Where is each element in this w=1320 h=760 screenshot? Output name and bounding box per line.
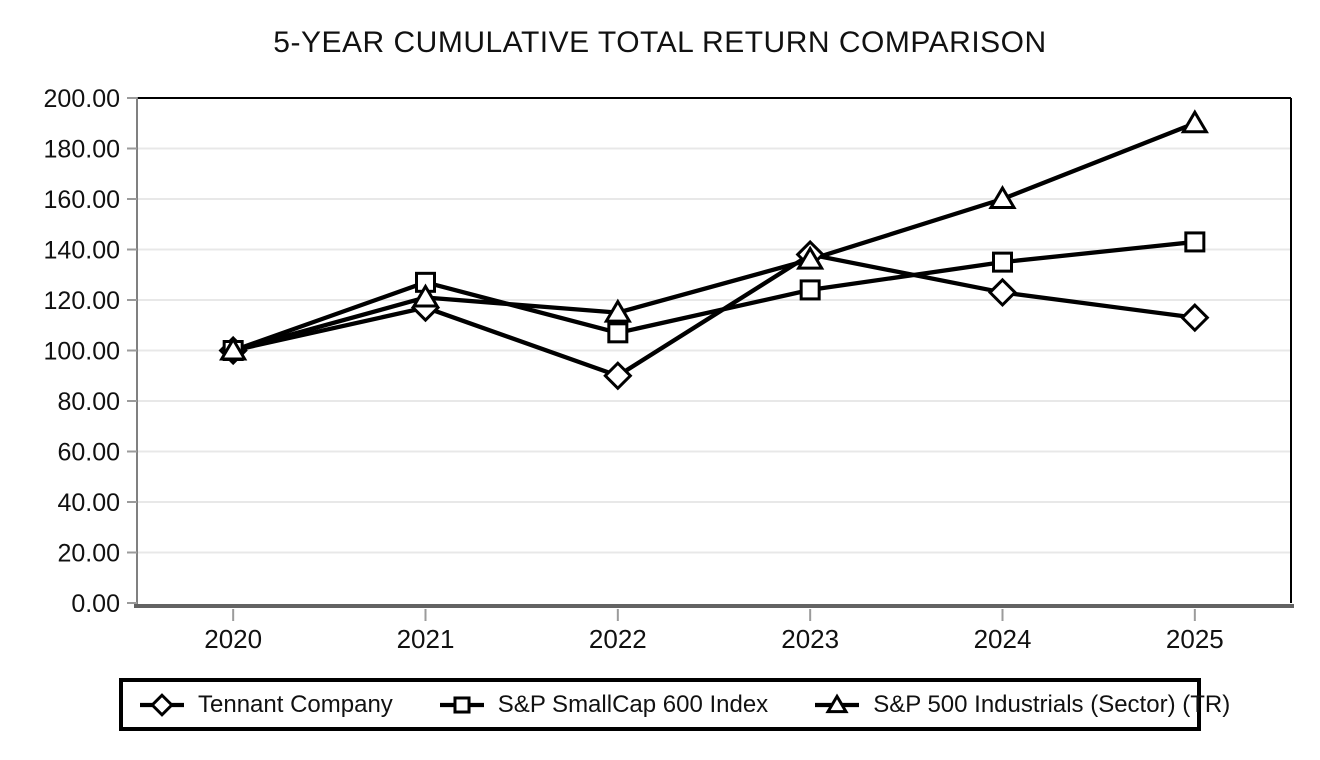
plot-area: 0.00 20.00 40.00 60.00 80.00 100.00 120.00 140.… (44, 85, 1294, 654)
legend-label: Tennant Company (198, 690, 393, 718)
series-line-diamond (232, 252, 1196, 378)
y-axis-label: 0.00 (71, 590, 120, 618)
triangle-marker-icon (411, 283, 440, 308)
legend-triangle-swatch (815, 692, 860, 713)
diamond-marker-icon (603, 361, 633, 391)
square-marker-icon (799, 279, 821, 301)
legend-label: S&P 500 Industrials (Sector) (TR) (873, 690, 1231, 718)
square-marker-icon (1184, 231, 1206, 253)
y-axis-label: 180.00 (44, 136, 120, 164)
legend: Tennant Company S&P SmallCap 600 Index S&P… (119, 678, 1230, 731)
y-axis-label: 80.00 (57, 388, 120, 416)
square-marker-icon (453, 695, 471, 714)
triangle-marker-icon (796, 245, 825, 270)
y-axis-label: 160.00 (44, 186, 120, 214)
x-axis-label: 2024 (974, 624, 1032, 654)
legend-item: Tennant Company (139, 691, 393, 719)
triangle-marker-icon (219, 336, 248, 361)
legend-item: S&P 500 Industrials (Sector) (TR) (814, 691, 1230, 719)
y-axis-label: 120.00 (44, 287, 120, 315)
series-line-triangle (232, 121, 1196, 353)
triangle-marker-icon (825, 692, 849, 713)
x-axis-label: 2020 (204, 624, 262, 654)
legend-diamond-swatch (140, 692, 184, 717)
chart-title: 5-YEAR CUMULATIVE TOTAL RETURN COMPARISO… (273, 26, 1047, 59)
triangle-marker-icon (988, 185, 1017, 209)
x-axis-label: 2021 (397, 624, 455, 654)
square-marker-icon (607, 322, 629, 344)
diamond-marker-icon (987, 277, 1018, 308)
legend-label: S&P SmallCap 600 Index (497, 690, 769, 718)
y-axis-label: 140.00 (44, 237, 120, 265)
y-axis-label: 200.00 (44, 85, 120, 113)
triangle-marker-icon (1180, 109, 1209, 134)
diamond-marker-icon (150, 692, 174, 717)
y-axis-label: 100.00 (44, 338, 120, 366)
series-line-square (232, 239, 1196, 353)
diamond-marker-icon (1180, 303, 1210, 333)
legend-square-swatch (439, 695, 484, 714)
legend-item: S&P SmallCap 600 Index (439, 691, 768, 719)
y-axis-label: 60.00 (57, 439, 120, 467)
x-axis-label: 2025 (1166, 624, 1224, 654)
y-axis-label: 20.00 (57, 540, 120, 568)
triangle-marker-icon (603, 298, 632, 323)
y-axis-label: 40.00 (57, 489, 120, 517)
x-axis-label: 2022 (589, 624, 647, 654)
square-marker-icon (992, 251, 1013, 273)
x-axis-label: 2023 (781, 624, 839, 654)
